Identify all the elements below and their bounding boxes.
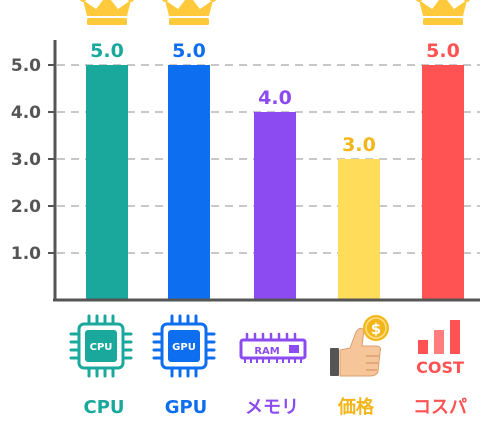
coin-icon-text: $ [371, 320, 381, 338]
crown-icon [416, 0, 470, 25]
category-label: 価格 [337, 396, 375, 418]
value-label: 4.0 [258, 87, 292, 109]
bar [338, 159, 380, 300]
y-tick-label: 5.0 [11, 56, 41, 76]
value-label: 5.0 [172, 40, 206, 62]
cost-icon-text: COST [416, 358, 464, 377]
cost-bars-icon: COST [416, 320, 464, 377]
category-label: コスパ [413, 397, 467, 418]
y-tick-label: 2.0 [11, 197, 41, 217]
bar [168, 65, 210, 300]
bar [254, 112, 296, 300]
value-label: 3.0 [342, 134, 376, 156]
bar [422, 65, 464, 300]
bar [86, 65, 128, 300]
axes [53, 40, 480, 302]
cpu-chip-icon: CPU [69, 314, 133, 378]
y-tick-label: 3.0 [11, 150, 41, 170]
value-label: 5.0 [426, 40, 460, 62]
category-label: GPU [165, 397, 208, 418]
gpu-chip-icon: GPU [152, 314, 216, 378]
value-labels: 5.0 5.0 4.0 3.0 5.0 [90, 40, 460, 156]
category-label: CPU [83, 397, 124, 418]
y-tick-label: 4.0 [11, 103, 41, 123]
value-label: 5.0 [90, 40, 124, 62]
category-labels: CPU GPU メモリ 価格 コスパ [83, 396, 467, 418]
gpu-icon-text: GPU [172, 342, 196, 353]
category-label: メモリ [245, 397, 299, 418]
cpu-icon-text: CPU [90, 342, 113, 353]
y-tick-label: 1.0 [11, 244, 41, 264]
crown-icon [162, 0, 216, 25]
thumbs-up-coin-icon: $ [330, 315, 389, 377]
crown-icon [80, 0, 134, 25]
bars [86, 65, 464, 300]
y-axis-ticks: 1.0 2.0 3.0 4.0 5.0 [11, 56, 56, 264]
crowns [80, 0, 470, 25]
ram-module-icon: RAM [239, 332, 307, 363]
ram-icon-text: RAM [254, 346, 279, 357]
